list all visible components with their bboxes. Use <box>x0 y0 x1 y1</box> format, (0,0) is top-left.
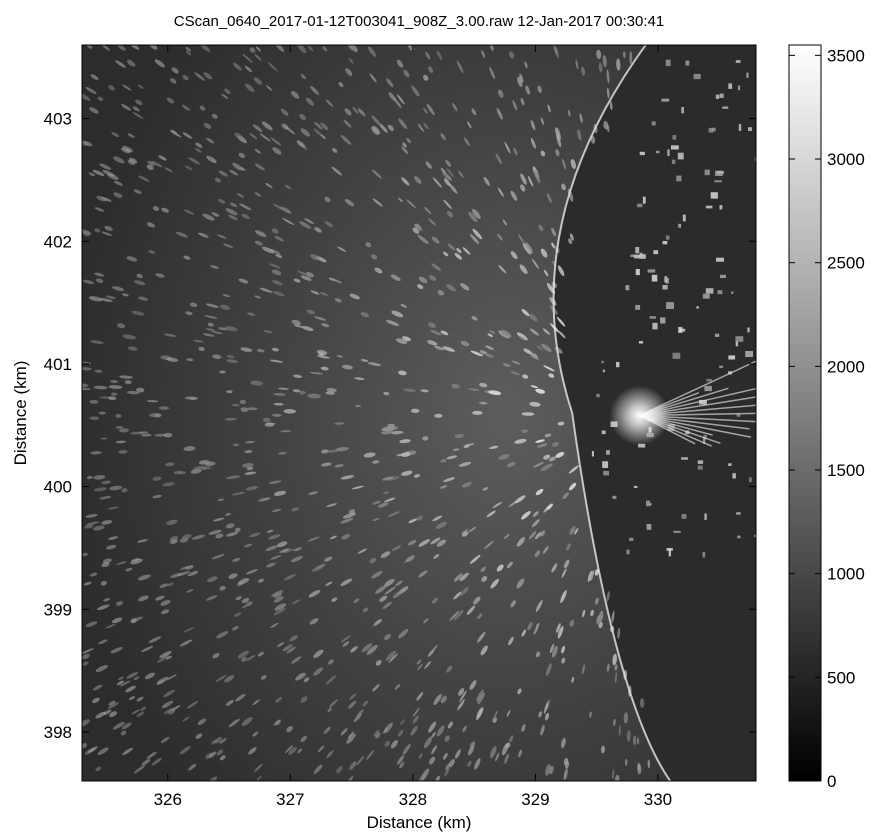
colorbar-tick-label-3: 1500 <box>827 461 865 480</box>
land-returns <box>591 59 756 558</box>
colorbar-tick-label-5: 2500 <box>827 254 865 273</box>
y-tick-label-4: 402 <box>44 232 72 251</box>
chart-title: CScan_0640_2017-01-12T003041_908Z_3.00.r… <box>174 13 664 30</box>
sea-clutter-region <box>82 45 671 781</box>
x-tick-label-4: 330 <box>644 790 672 809</box>
colorbar-tick-label-0: 0 <box>827 772 836 791</box>
colorbar-tick-label-1: 500 <box>827 668 855 687</box>
colorbar-gradient <box>789 45 821 781</box>
colorbar-frame <box>788 44 822 782</box>
y-axis-label: Distance (km) <box>11 361 30 466</box>
colorbar-tick-label-6: 3000 <box>827 150 865 169</box>
plot-frame <box>81 44 757 782</box>
sea-clutter-speckles <box>82 45 651 781</box>
x-tick-label-1: 327 <box>276 790 304 809</box>
x-tick-label-0: 326 <box>154 790 182 809</box>
colorbar-ticks: 0 500 1000 1500 2000 2500 3000 3500 <box>789 46 865 791</box>
y-tick-label-1: 399 <box>44 600 72 619</box>
plot-area <box>81 44 757 782</box>
y-tick-label-5: 403 <box>44 110 72 129</box>
y-axis: 398 399 400 401 402 403 <box>44 110 756 742</box>
colorbar-tick-label-2: 1000 <box>827 565 865 584</box>
colorbar-tick-label-7: 3500 <box>827 46 865 65</box>
x-axis-label: Distance (km) <box>367 813 472 832</box>
x-tick-label-2: 328 <box>399 790 427 809</box>
y-tick-label-0: 398 <box>44 723 72 742</box>
bright-radar-source <box>609 385 670 446</box>
y-tick-label-2: 400 <box>44 478 72 497</box>
y-tick-label-3: 401 <box>44 355 72 374</box>
colorbar: 0 500 1000 1500 2000 2500 3000 3500 <box>788 44 865 791</box>
x-axis: 326 327 328 329 330 <box>154 45 672 809</box>
x-tick-label-3: 329 <box>521 790 549 809</box>
coastline <box>552 45 672 781</box>
colorbar-tick-label-4: 2000 <box>827 357 865 376</box>
